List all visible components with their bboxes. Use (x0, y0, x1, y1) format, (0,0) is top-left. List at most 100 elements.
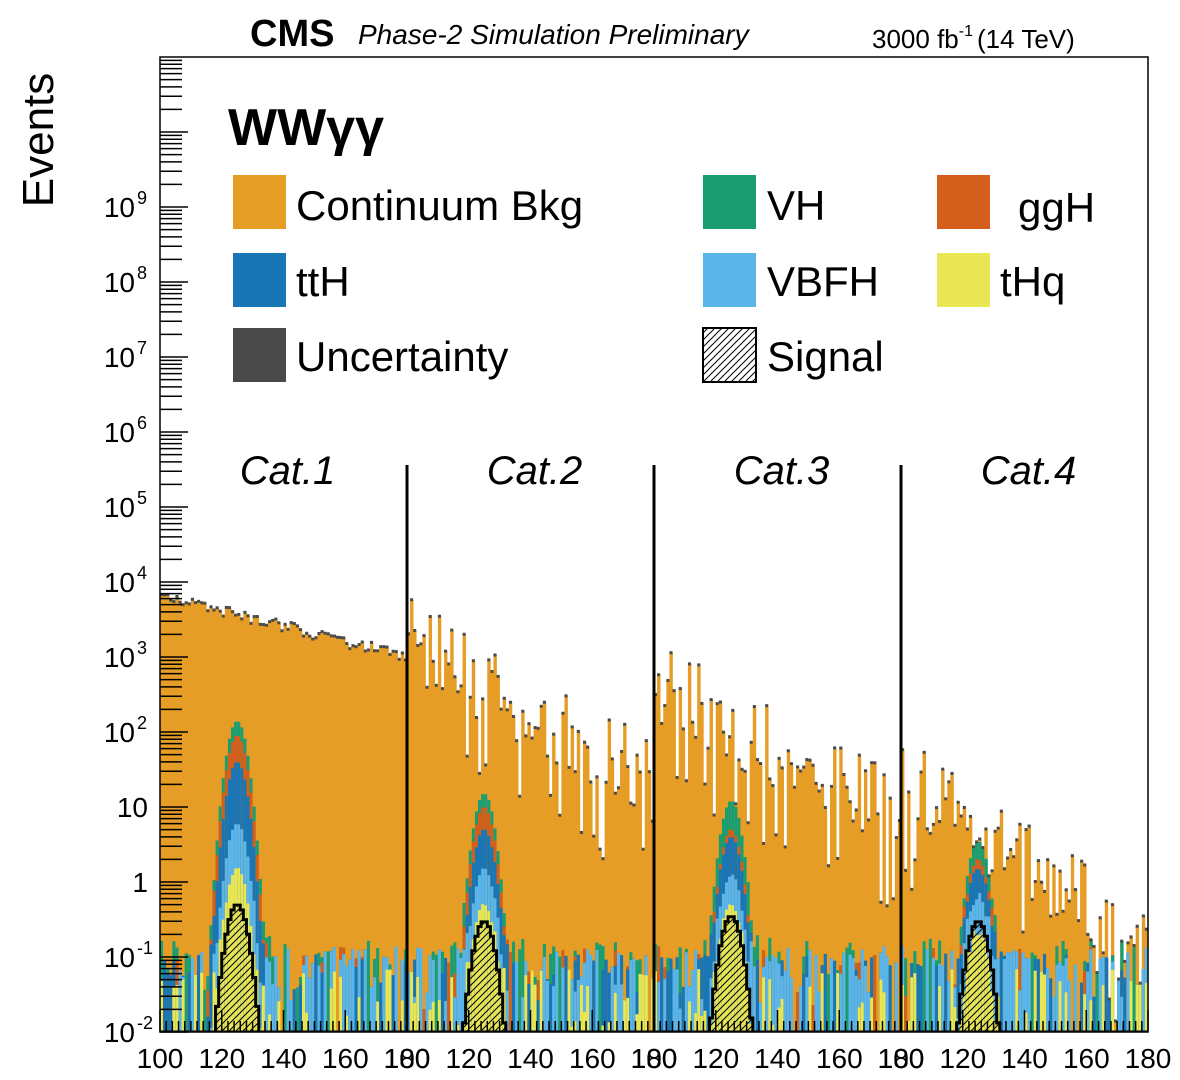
uncertainty-band (181, 603, 185, 607)
continuum-bkg-bar (561, 713, 565, 1032)
uncertainty-band (376, 649, 380, 653)
uncertainty-band (1002, 867, 1006, 871)
uncertainty-band (823, 805, 827, 809)
x-tick-label: 100 (631, 1043, 678, 1074)
uncertainty-band (431, 659, 435, 663)
uncertainty-band (295, 624, 299, 628)
vh-bar (678, 947, 683, 1032)
continuum-bkg-bar (357, 644, 361, 1032)
uncertainty-band (391, 649, 395, 653)
vbfh-bar (700, 999, 704, 1032)
uncertainty-band (277, 621, 281, 625)
uncertainty-band (413, 628, 417, 632)
uncertainty-band (564, 694, 568, 698)
thq-bar (385, 969, 389, 1032)
continuum-bkg-bar (289, 622, 294, 1032)
uncertainty-band (885, 904, 889, 908)
continuum-bkg-bar (774, 834, 778, 1032)
uncertainty-band (224, 605, 228, 609)
uncertainty-band (814, 781, 818, 785)
vbfh-bar (1005, 952, 1010, 1032)
uncertainty-band (160, 593, 164, 597)
continuum-bkg-bar (996, 828, 1001, 1032)
continuum-bkg-bar (1036, 860, 1041, 1032)
uncertainty-band (573, 770, 577, 774)
uncertainty-band (234, 613, 238, 617)
vbfh-bar (348, 959, 352, 1032)
vbfh-bar (1021, 952, 1025, 1032)
vbfh-bar (1027, 958, 1031, 1032)
tth-bar (511, 963, 516, 1032)
uncertainty-band (786, 749, 790, 753)
uncertainty-band (264, 623, 269, 627)
uncertainty-band (867, 818, 871, 822)
ggh-bar (508, 952, 513, 1032)
uncertainty-band (765, 704, 769, 708)
uncertainty-band (1114, 1019, 1118, 1023)
continuum-bkg-bar (1002, 868, 1007, 1032)
thq-bar (1033, 970, 1038, 1032)
uncertainty-band (623, 722, 627, 726)
thq-bar (613, 992, 618, 1032)
uncertainty-band (329, 634, 333, 638)
thq-bar (431, 1001, 436, 1032)
uncertainty-band (425, 685, 429, 689)
continuum-bkg-bar (564, 695, 568, 1032)
uncertainty-band (789, 762, 793, 766)
continuum-bkg-bar (854, 809, 859, 1032)
uncertainty-band (928, 831, 932, 835)
uncertainty-band (919, 770, 923, 774)
uncertainty-band (1070, 854, 1074, 858)
uncertainty-band (385, 645, 389, 649)
uncertainty-band (873, 761, 877, 765)
uncertainty-band (252, 615, 256, 619)
category-label: Cat.3 (734, 449, 830, 493)
uncertainty-band (669, 651, 673, 655)
uncertainty-band (972, 845, 976, 849)
continuum-bkg-bar (638, 771, 642, 1032)
uncertainty-band (922, 750, 926, 754)
continuum-bkg-bar (938, 821, 942, 1032)
uncertainty-band (876, 812, 880, 816)
vbfh-bar (996, 958, 1001, 1032)
continuum-bkg-bar (209, 606, 213, 1032)
vbfh-bar (799, 985, 803, 1032)
continuum-bkg-bar (626, 766, 630, 1032)
tth-bar (298, 984, 303, 1032)
thq-bar (654, 971, 658, 1032)
thq-bar (1129, 980, 1133, 1032)
vh-bar (366, 940, 371, 1032)
thq-bar (579, 984, 584, 1032)
continuum-bkg-bar (1073, 889, 1078, 1032)
vbfh-bar (317, 965, 321, 1032)
continuum-bkg-bar (762, 843, 766, 1032)
uncertainty-band (465, 754, 469, 758)
continuum-bkg-bar (700, 703, 704, 1032)
tth-bar (916, 964, 920, 1032)
continuum-bkg-bar (829, 786, 834, 1032)
vh-bar (521, 939, 525, 1032)
uncertainty-band (249, 621, 253, 625)
uncertainty-band (725, 753, 729, 757)
continuum-bkg-bar (799, 771, 803, 1032)
continuum-bkg-bar (258, 624, 263, 1032)
continuum-bkg-bar (314, 637, 318, 1032)
thq-bar (697, 969, 701, 1032)
continuum-bkg-bar (444, 651, 448, 1032)
continuum-bkg-bar (369, 642, 374, 1032)
uncertainty-band (586, 745, 590, 749)
thq-bar (635, 1014, 639, 1032)
luminosity-label: 3000 fb-1 (14 TeV) (872, 23, 1075, 54)
uncertainty-band (348, 647, 352, 651)
vbfh-bar (505, 990, 510, 1032)
continuum-bkg-bar (913, 859, 917, 1032)
x-tick-label: 180 (631, 1043, 678, 1074)
tth-bar (660, 957, 664, 1032)
continuum-bkg-bar (891, 898, 896, 1032)
y-tick-label: 10 (104, 492, 135, 523)
vbfh-bar (363, 949, 368, 1032)
continuum-bkg-bar (675, 777, 679, 1032)
tth-bar (919, 965, 923, 1032)
tth-bar (292, 989, 297, 1032)
uncertainty-band (910, 887, 914, 891)
